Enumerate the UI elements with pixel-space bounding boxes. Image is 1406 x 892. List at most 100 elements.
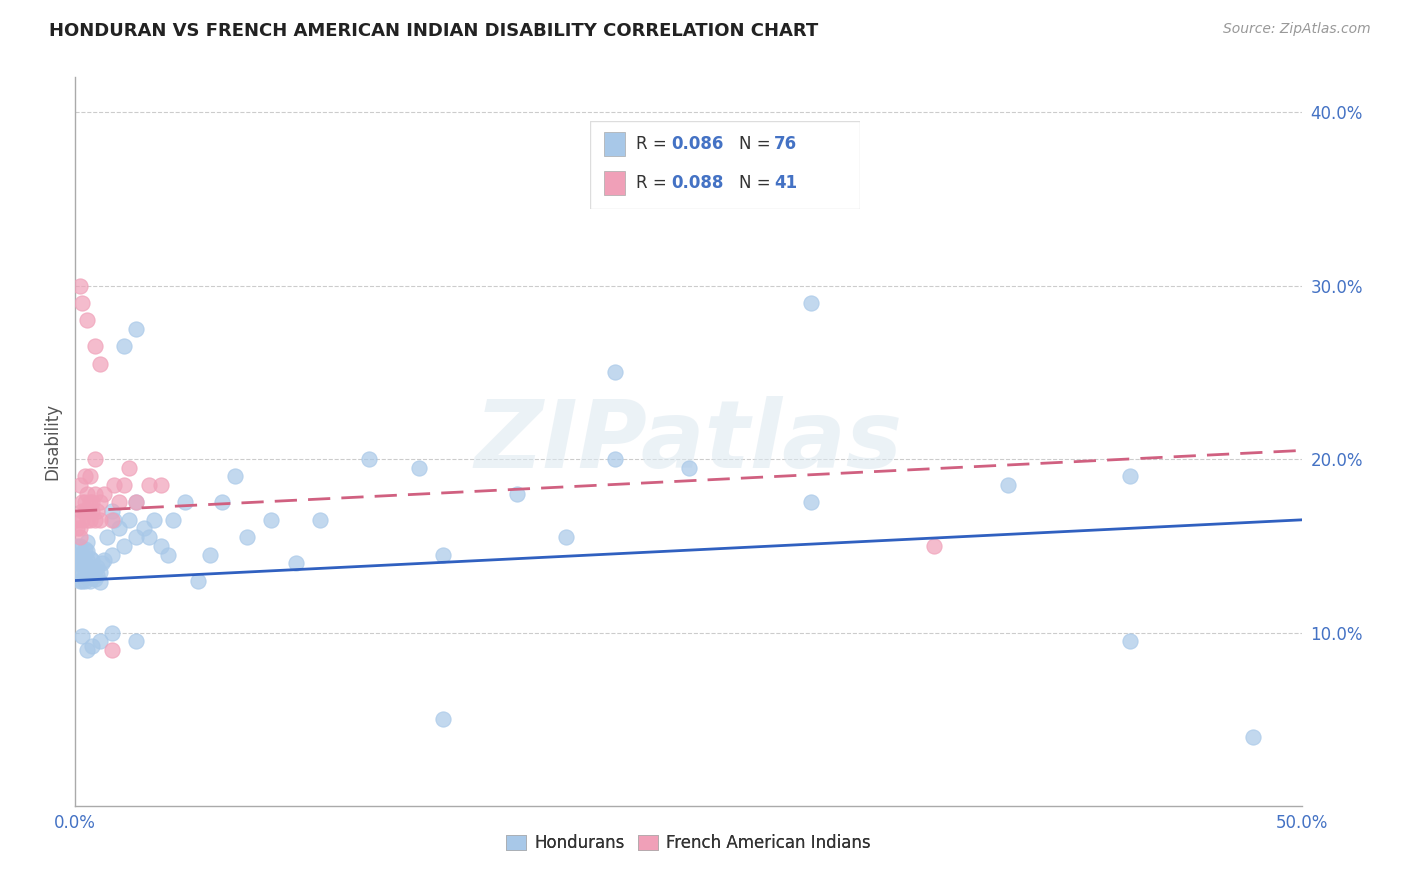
Text: Source: ZipAtlas.com: Source: ZipAtlas.com <box>1223 22 1371 37</box>
Point <box>1119 634 1142 648</box>
Point <box>309 513 332 527</box>
Point <box>103 478 125 492</box>
Point <box>72 574 94 588</box>
Point <box>125 495 148 509</box>
Point <box>72 504 94 518</box>
Point <box>211 495 233 509</box>
Point <box>72 629 94 643</box>
Point <box>82 640 104 654</box>
Point <box>83 563 105 577</box>
Point <box>112 539 135 553</box>
Point <box>922 539 945 553</box>
Point <box>83 572 105 586</box>
Point <box>72 513 94 527</box>
Point <box>96 530 118 544</box>
Point <box>125 322 148 336</box>
Point <box>125 530 148 544</box>
Point <box>108 495 131 509</box>
Point <box>1119 469 1142 483</box>
Point <box>112 478 135 492</box>
Point <box>73 542 96 557</box>
Point <box>69 478 91 492</box>
Point <box>73 565 96 579</box>
Point <box>93 487 115 501</box>
Point <box>138 478 160 492</box>
Point <box>66 548 89 562</box>
Point <box>101 504 124 518</box>
Point <box>118 513 141 527</box>
Point <box>138 530 160 544</box>
Point <box>198 548 221 562</box>
Point <box>554 530 576 544</box>
Point <box>89 575 111 590</box>
Point <box>83 452 105 467</box>
Point <box>72 565 94 579</box>
Point <box>82 561 104 575</box>
Legend: Hondurans, French American Indians: Hondurans, French American Indians <box>506 834 872 853</box>
Point <box>83 513 105 527</box>
Point <box>101 643 124 657</box>
Point <box>69 278 91 293</box>
Point <box>69 574 91 588</box>
Point <box>149 539 172 553</box>
Point <box>79 495 101 509</box>
Point <box>83 487 105 501</box>
Point <box>162 513 184 527</box>
Point <box>79 513 101 527</box>
Point <box>76 313 98 327</box>
Point <box>76 504 98 518</box>
Point <box>69 521 91 535</box>
Point <box>76 535 98 549</box>
Point <box>118 460 141 475</box>
Point <box>89 495 111 509</box>
Point <box>76 570 98 584</box>
Point <box>73 504 96 518</box>
Point <box>142 513 165 527</box>
Point <box>157 548 180 562</box>
Point <box>66 513 89 527</box>
Point <box>66 521 89 535</box>
Point <box>73 556 96 570</box>
Point <box>132 521 155 535</box>
Point <box>66 556 89 570</box>
Point <box>101 513 124 527</box>
Point <box>125 634 148 648</box>
Point <box>101 548 124 562</box>
Point <box>93 552 115 566</box>
Point <box>408 460 430 475</box>
Point <box>997 478 1019 492</box>
Point <box>82 495 104 509</box>
Point <box>103 513 125 527</box>
Y-axis label: Disability: Disability <box>44 403 60 480</box>
Point <box>82 570 104 584</box>
Point <box>224 469 246 483</box>
Point <box>79 574 101 588</box>
Point <box>91 556 114 570</box>
Point <box>89 513 111 527</box>
Point <box>236 530 259 544</box>
Point <box>73 469 96 483</box>
Point <box>89 565 111 579</box>
Point <box>82 504 104 518</box>
Point <box>72 495 94 509</box>
Point <box>506 487 529 501</box>
Point <box>359 452 381 467</box>
Point <box>83 339 105 353</box>
Point <box>86 568 108 582</box>
Point <box>603 452 626 467</box>
Point <box>187 574 209 588</box>
Point <box>79 469 101 483</box>
Text: ZIPatlas: ZIPatlas <box>474 396 903 488</box>
Point <box>69 548 91 562</box>
Point <box>73 574 96 588</box>
Point <box>76 487 98 501</box>
Point <box>603 365 626 379</box>
Point <box>69 530 91 544</box>
Point <box>69 539 91 553</box>
Point <box>79 551 101 566</box>
Point <box>76 544 98 558</box>
Point <box>66 539 89 553</box>
Point <box>86 504 108 518</box>
Point <box>101 625 124 640</box>
Point <box>108 521 131 535</box>
